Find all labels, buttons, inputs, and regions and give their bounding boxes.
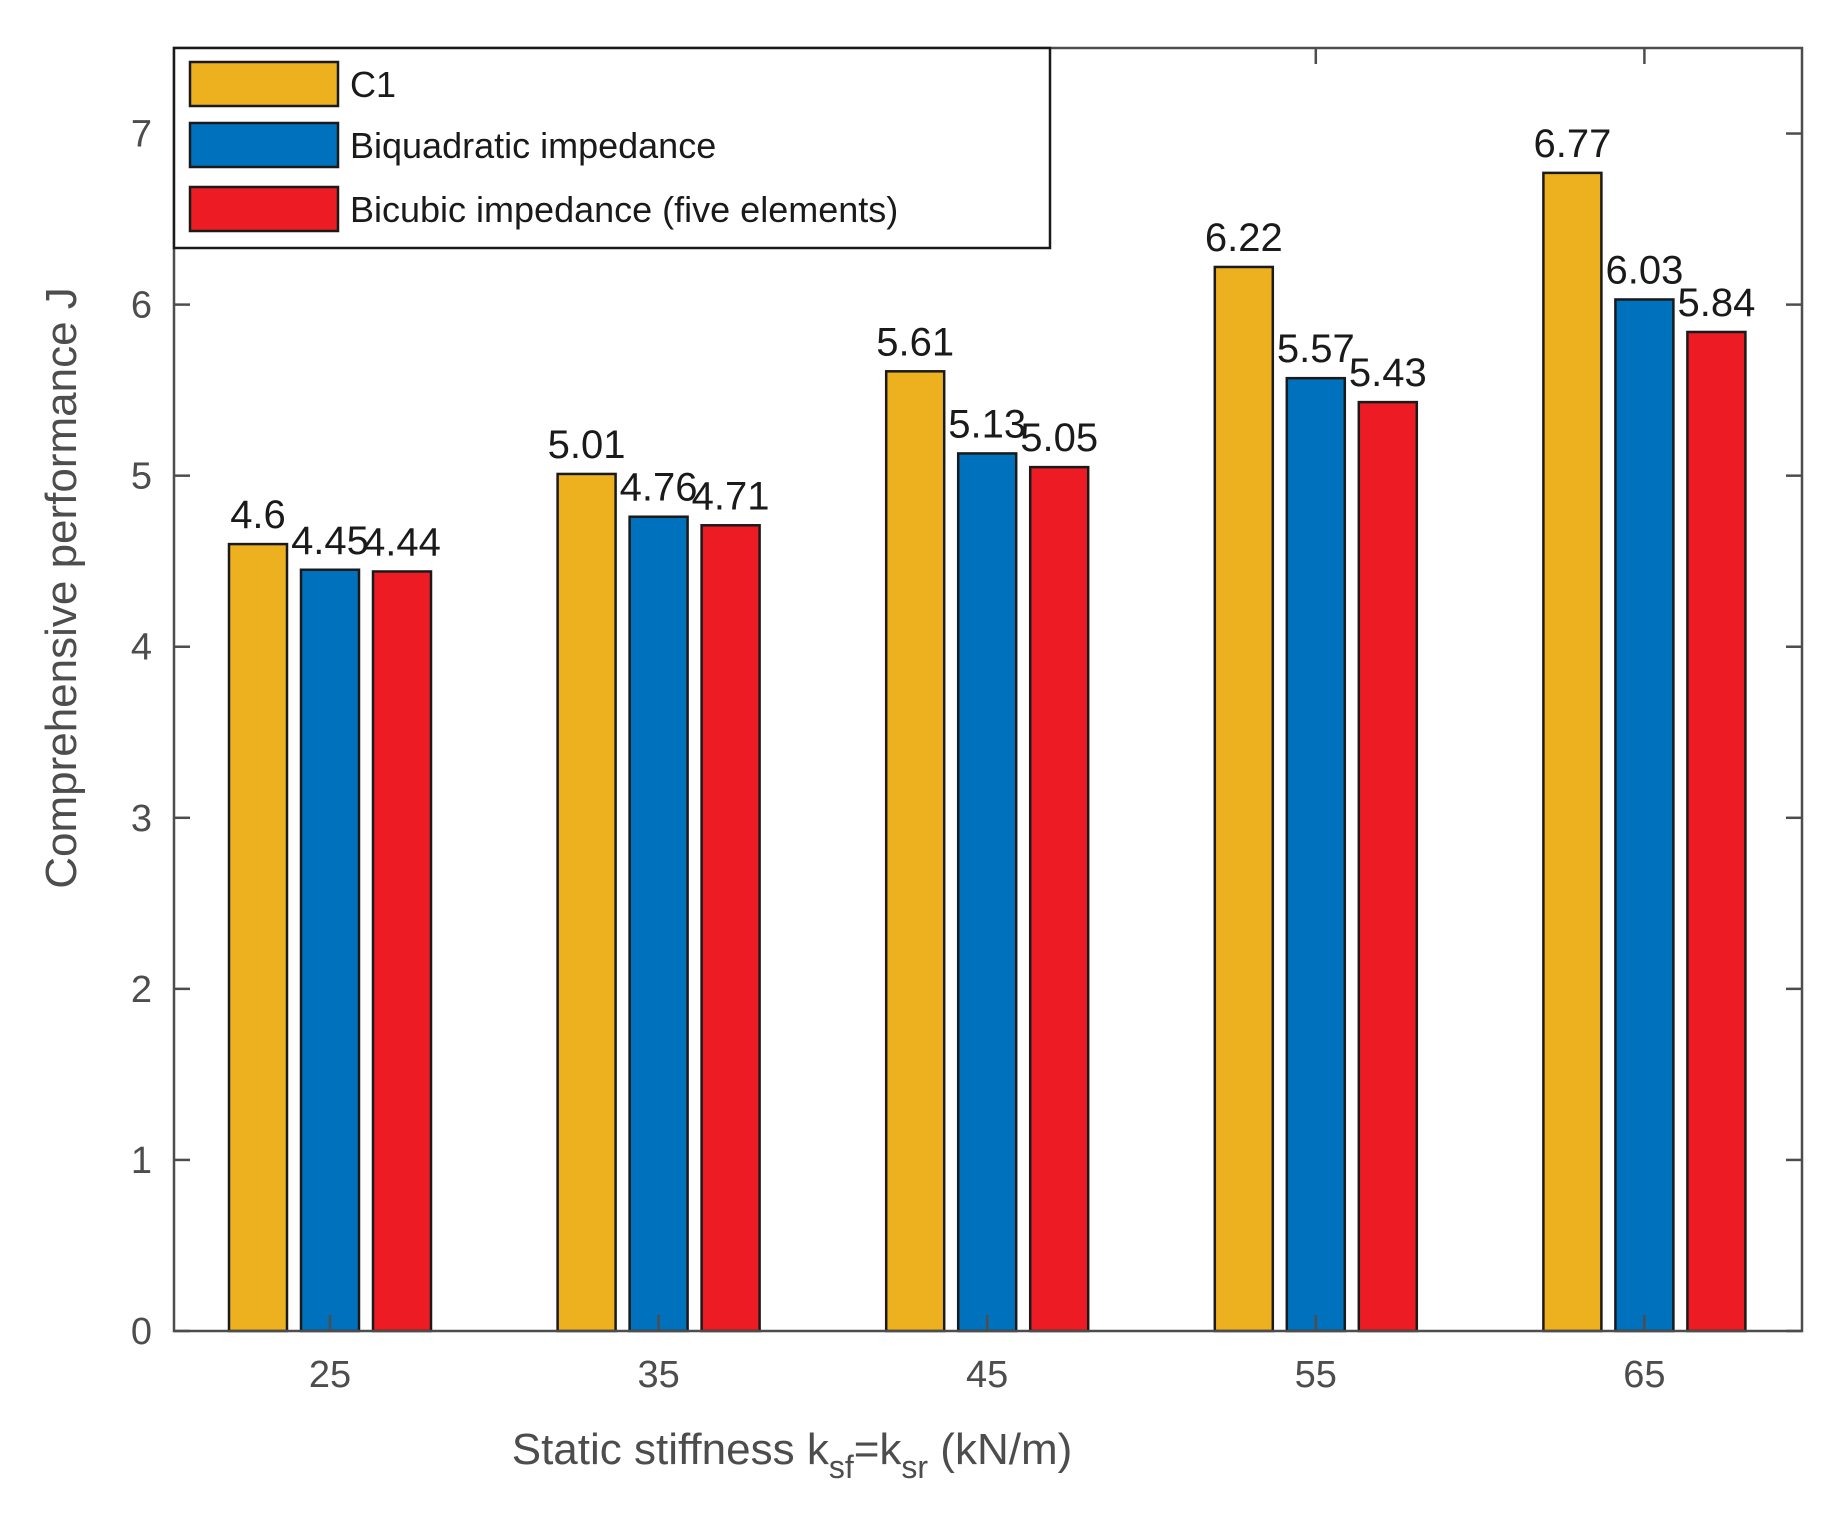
- data-label: 5.13: [948, 402, 1026, 446]
- bar: [1542, 171, 1603, 1333]
- data-label: 6.03: [1605, 248, 1683, 292]
- legend: C1 Biquadratic impedance Bicubic impedance…: [172, 46, 1052, 250]
- data-label: 5.43: [1349, 351, 1427, 395]
- x-tick-label: 35: [637, 1354, 679, 1396]
- data-label: 5.05: [1020, 416, 1098, 460]
- x-axis-title-sub2: sr: [901, 1449, 928, 1485]
- x-axis-title-sub1: sf: [829, 1449, 854, 1485]
- x-tick-label: 55: [1295, 1354, 1337, 1396]
- bar: [1213, 265, 1275, 1333]
- bar: [227, 542, 289, 1333]
- legend-label: Bicubic impedance (five elements): [350, 189, 898, 230]
- data-label: 4.76: [620, 466, 698, 510]
- x-tick-label: 25: [309, 1354, 351, 1396]
- x-axis-title: Static stiffness ksf=ksr (kN/m): [512, 1425, 1073, 1485]
- data-label: 4.71: [692, 474, 770, 518]
- legend-swatch: [188, 60, 340, 108]
- legend-swatch: [188, 121, 340, 169]
- bar: [700, 524, 761, 1333]
- bar: [956, 452, 1018, 1333]
- data-labels-layer: 4.6 5.01 5.61 6.22 6.77 4.45 4.76 5.13 5.57 6.03 4…: [230, 122, 1755, 565]
- y-tick-label: 1: [131, 1140, 152, 1182]
- data-label: 6.22: [1205, 216, 1283, 260]
- x-tick-label: 65: [1623, 1354, 1665, 1396]
- x-axis-title-mid: =k: [854, 1425, 903, 1474]
- bar: [299, 568, 361, 1333]
- bar: [371, 570, 433, 1333]
- legend-label: Biquadratic impedance: [350, 125, 716, 166]
- data-label: 4.44: [363, 520, 441, 564]
- bar: [884, 370, 946, 1333]
- data-label: 4.45: [291, 519, 369, 563]
- y-tick-label: 7: [131, 114, 152, 156]
- bar: [1285, 376, 1347, 1333]
- x-axis-title-tail: (kN/m): [928, 1425, 1072, 1474]
- bars-layer: [227, 171, 1747, 1333]
- bar: [1614, 298, 1675, 1333]
- x-tick-label: 45: [966, 1354, 1008, 1396]
- data-label: 5.84: [1677, 281, 1755, 325]
- y-tick-label: 4: [131, 627, 152, 669]
- y-tick-label: 2: [131, 969, 152, 1011]
- data-label: 6.77: [1533, 122, 1611, 166]
- y-tick-label: 6: [131, 285, 152, 327]
- bar: [1686, 330, 1747, 1333]
- bar: [1357, 400, 1419, 1333]
- legend-swatch: [188, 185, 340, 233]
- y-axis-title: Comprehensive performance J: [37, 287, 86, 889]
- data-label: 5.57: [1277, 327, 1355, 371]
- data-label: 5.61: [876, 320, 954, 364]
- y-tick-label: 0: [131, 1311, 152, 1353]
- bar: [556, 472, 617, 1333]
- data-label: 4.6: [230, 493, 286, 537]
- bar: [628, 515, 689, 1333]
- legend-label: C1: [350, 64, 396, 105]
- bar: [1028, 465, 1090, 1333]
- x-axis-title-main: Static stiffness k: [512, 1425, 830, 1474]
- y-tick-label: 5: [131, 456, 152, 498]
- data-label: 5.01: [548, 423, 626, 467]
- y-tick-label: 3: [131, 798, 152, 840]
